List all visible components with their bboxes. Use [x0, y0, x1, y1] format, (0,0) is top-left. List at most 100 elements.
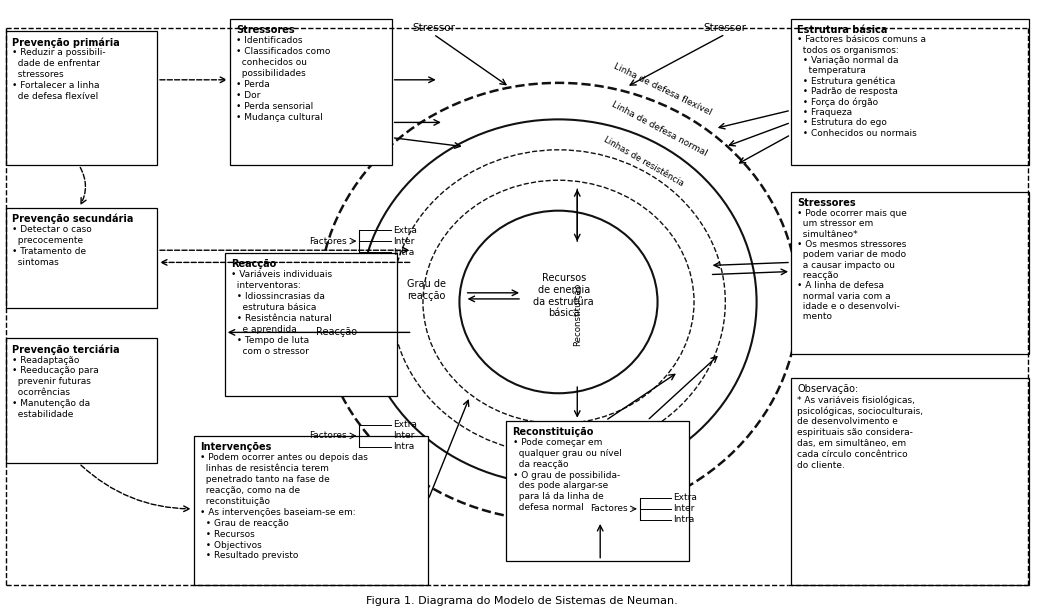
- Text: • Resistência natural: • Resistência natural: [231, 314, 332, 323]
- Text: espirituais são considera-: espirituais são considera-: [798, 428, 914, 437]
- Text: interventoras:: interventoras:: [231, 281, 301, 290]
- Text: cada círculo concêntrico: cada círculo concêntrico: [798, 450, 908, 459]
- Text: • Readaptação: • Readaptação: [13, 356, 79, 365]
- Text: da reacção: da reacção: [513, 459, 568, 468]
- Text: • O grau de possibilida-: • O grau de possibilida-: [513, 470, 620, 479]
- Text: Prevenção secundária: Prevenção secundária: [13, 214, 134, 224]
- Text: • A linha de defesa: • A linha de defesa: [798, 281, 884, 290]
- Text: Intervenções: Intervenções: [199, 442, 271, 452]
- Text: • Padrão de resposta: • Padrão de resposta: [798, 87, 898, 96]
- Text: Recursos
de energia
da estrutura
básica: Recursos de energia da estrutura básica: [533, 273, 594, 318]
- Text: Stressores: Stressores: [236, 25, 295, 35]
- Text: Figura 1. Diagrama do Modelo de Sistemas de Neuman.: Figura 1. Diagrama do Modelo de Sistemas…: [366, 596, 678, 606]
- Text: Prevenção primária: Prevenção primária: [13, 37, 120, 48]
- FancyBboxPatch shape: [6, 339, 157, 463]
- Text: • Dor: • Dor: [236, 91, 261, 100]
- Text: • Manutenção da: • Manutenção da: [13, 400, 90, 408]
- Text: Inter: Inter: [393, 431, 414, 440]
- Text: • Idiossincrasias da: • Idiossincrasias da: [231, 292, 325, 301]
- Text: reacção: reacção: [798, 271, 838, 280]
- Text: * As variáveis fisiológicas,: * As variáveis fisiológicas,: [798, 395, 916, 404]
- Text: Linhas de resistência: Linhas de resistência: [602, 135, 686, 188]
- Text: • Fraqueza: • Fraqueza: [798, 108, 852, 117]
- Text: • Variação normal da: • Variação normal da: [798, 56, 899, 65]
- Text: mento: mento: [798, 312, 832, 321]
- Text: • Objectivos: • Objectivos: [199, 540, 262, 550]
- Text: • Conhecidos ou normais: • Conhecidos ou normais: [798, 129, 917, 137]
- Text: • Tempo de luta: • Tempo de luta: [231, 336, 309, 345]
- Text: • As intervenções baseiam-se em:: • As intervenções baseiam-se em:: [199, 508, 355, 517]
- Text: Factores: Factores: [590, 504, 627, 514]
- Text: • Estrutura genética: • Estrutura genética: [798, 77, 896, 86]
- Text: idade e o desenvolvi-: idade e o desenvolvi-: [798, 302, 900, 311]
- Text: Factores: Factores: [309, 237, 347, 246]
- Text: normal varia com a: normal varia com a: [798, 292, 891, 301]
- FancyBboxPatch shape: [224, 253, 397, 396]
- FancyBboxPatch shape: [230, 19, 392, 165]
- Text: dade de enfrentar: dade de enfrentar: [13, 59, 100, 68]
- Text: Prevenção terciária: Prevenção terciária: [13, 345, 120, 355]
- Text: • Perda sensorial: • Perda sensorial: [236, 102, 313, 111]
- Text: Grau de
reacção: Grau de reacção: [406, 279, 446, 301]
- Text: de defesa flexível: de defesa flexível: [13, 92, 98, 101]
- Text: Reconstituição: Reconstituição: [573, 282, 582, 346]
- Text: • Detectar o caso: • Detectar o caso: [13, 224, 92, 234]
- Text: do cliente.: do cliente.: [798, 461, 846, 470]
- Text: sintomas: sintomas: [13, 257, 58, 267]
- Text: • Pode começar em: • Pode começar em: [513, 438, 602, 447]
- Text: • Fortalecer a linha: • Fortalecer a linha: [13, 81, 99, 90]
- Text: das, em simultâneo, em: das, em simultâneo, em: [798, 439, 906, 448]
- Text: Reconstituição: Reconstituição: [513, 427, 594, 437]
- Text: podem variar de modo: podem variar de modo: [798, 250, 906, 259]
- Text: um stressor em: um stressor em: [798, 219, 874, 228]
- Text: • Os mesmos stressores: • Os mesmos stressores: [798, 240, 906, 249]
- Text: ocorrências: ocorrências: [13, 389, 70, 397]
- Text: • Identificados: • Identificados: [236, 36, 303, 45]
- Text: estrutura básica: estrutura básica: [231, 303, 316, 312]
- Text: Intra: Intra: [393, 442, 414, 451]
- Text: • Força do órgão: • Força do órgão: [798, 98, 878, 107]
- Text: estabilidade: estabilidade: [13, 411, 73, 419]
- Text: a causar impacto ou: a causar impacto ou: [798, 260, 896, 270]
- Text: defesa normal: defesa normal: [513, 503, 584, 512]
- Text: de desenvolvimento e: de desenvolvimento e: [798, 417, 898, 426]
- Text: possibilidades: possibilidades: [236, 69, 306, 78]
- Text: Reacção: Reacção: [316, 328, 357, 337]
- Text: Reacção: Reacção: [231, 259, 277, 270]
- Text: Extra: Extra: [393, 420, 417, 429]
- Text: • Podem ocorrer antes ou depois das: • Podem ocorrer antes ou depois das: [199, 453, 367, 462]
- Text: des pode alargar-se: des pode alargar-se: [513, 481, 608, 490]
- Text: • Variáveis individuais: • Variáveis individuais: [231, 270, 332, 279]
- Text: Stressor: Stressor: [412, 23, 455, 33]
- Text: Extra: Extra: [393, 226, 417, 235]
- Text: Intra: Intra: [673, 515, 694, 525]
- Text: • Perda: • Perda: [236, 80, 270, 89]
- Text: psicológicas, socioculturais,: psicológicas, socioculturais,: [798, 406, 923, 415]
- Text: reacção, como na de: reacção, como na de: [199, 486, 300, 495]
- Text: • Estrutura do ego: • Estrutura do ego: [798, 118, 887, 127]
- Text: penetrado tanto na fase de: penetrado tanto na fase de: [199, 475, 330, 484]
- Text: prevenir futuras: prevenir futuras: [13, 378, 91, 386]
- FancyBboxPatch shape: [6, 31, 157, 165]
- FancyBboxPatch shape: [791, 378, 1028, 585]
- Text: todos os organismos:: todos os organismos:: [798, 46, 899, 55]
- Text: temperatura: temperatura: [798, 66, 867, 76]
- Text: • Factores básicos comuns a: • Factores básicos comuns a: [798, 35, 926, 45]
- Text: Linha de defesa normal: Linha de defesa normal: [611, 99, 709, 157]
- Text: • Mudança cultural: • Mudança cultural: [236, 113, 323, 121]
- Text: Estrutura básica: Estrutura básica: [798, 25, 887, 35]
- Text: linhas de resistência terem: linhas de resistência terem: [199, 464, 329, 473]
- FancyBboxPatch shape: [791, 192, 1028, 354]
- Text: Stressor: Stressor: [704, 23, 746, 33]
- Text: Observação:: Observação:: [798, 384, 858, 394]
- Text: • Pode ocorrer mais que: • Pode ocorrer mais que: [798, 209, 907, 218]
- Text: Inter: Inter: [393, 237, 414, 246]
- Text: Inter: Inter: [673, 504, 694, 514]
- Text: • Recursos: • Recursos: [199, 529, 255, 539]
- Text: stressores: stressores: [13, 70, 64, 79]
- Text: Stressores: Stressores: [798, 198, 856, 209]
- Text: • Grau de reacção: • Grau de reacção: [199, 518, 288, 528]
- Text: reconstituição: reconstituição: [199, 497, 269, 506]
- Text: precocemente: precocemente: [13, 235, 84, 245]
- Text: e aprendida: e aprendida: [231, 325, 296, 334]
